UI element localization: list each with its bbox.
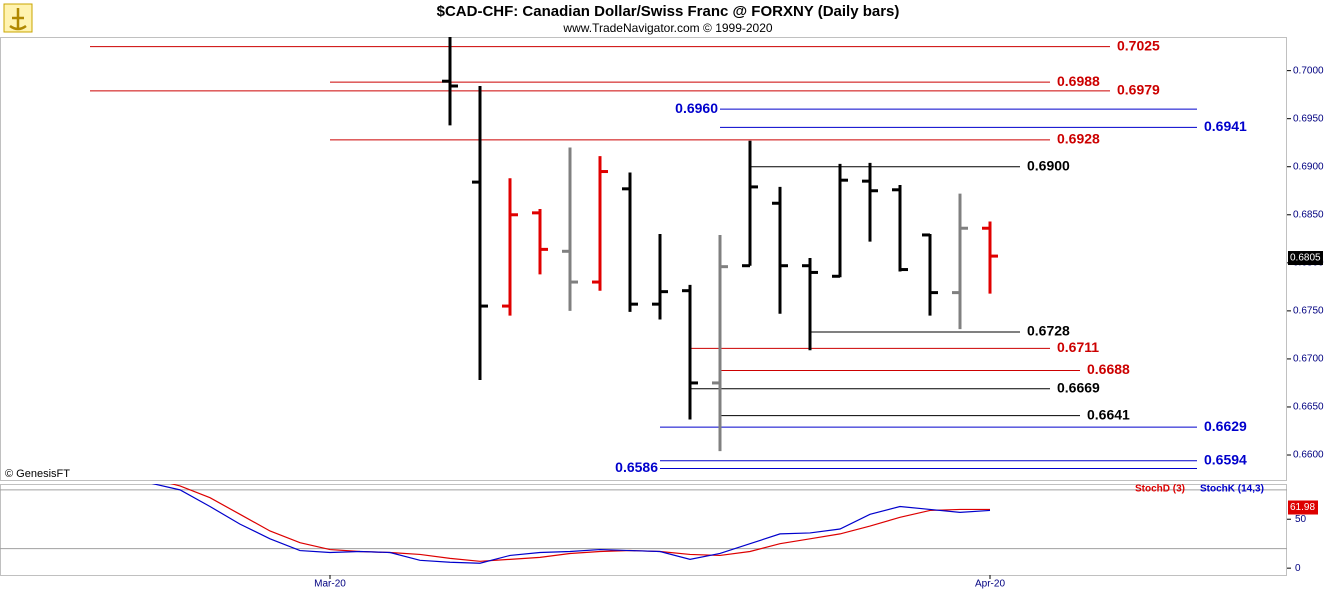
level-label: 0.6586 — [615, 459, 658, 475]
y2-tick-label: 0 — [1295, 563, 1301, 574]
level-label: 0.7025 — [1117, 37, 1160, 53]
level-label: 0.6988 — [1057, 73, 1100, 89]
y-tick-label: 0.6950 — [1293, 113, 1324, 124]
y-tick-label: 0.7000 — [1293, 65, 1324, 76]
last-value-box — [1288, 500, 1318, 515]
level-label: 0.6900 — [1027, 157, 1070, 173]
level-label: 0.6641 — [1087, 406, 1130, 422]
price-panel — [90, 37, 1197, 469]
level-label: 0.6629 — [1204, 418, 1247, 434]
stochastic-panel — [0, 484, 1287, 564]
y-tick-label: 0.6750 — [1293, 306, 1324, 317]
last-price-label: 0.6805 — [1290, 253, 1321, 264]
chart-title: $CAD-CHF: Canadian Dollar/Swiss Franc @ … — [437, 3, 900, 20]
plot-frame — [0, 37, 1287, 481]
level-label: 0.6941 — [1204, 118, 1247, 134]
y-tick-label: 0.6850 — [1293, 209, 1324, 220]
legend-entry: StochD (3) — [1135, 484, 1185, 495]
logo — [3, 3, 33, 33]
level-label: 0.6688 — [1087, 361, 1130, 377]
y-tick-label: 0.6700 — [1293, 354, 1324, 365]
level-label: 0.6669 — [1057, 379, 1100, 395]
chart-subtitle: www.TradeNavigator.com © 1999-2020 — [562, 21, 772, 35]
legend-entry: StochK (14,3) — [1200, 484, 1264, 495]
y-tick-label: 0.6600 — [1293, 450, 1324, 461]
last-price-box — [1288, 251, 1323, 266]
level-label: 0.6711 — [1057, 339, 1099, 355]
last-value-label: 61.98 — [1290, 502, 1315, 513]
level-label: 0.6594 — [1204, 451, 1247, 467]
y-tick-label: 0.6900 — [1293, 161, 1324, 172]
y-tick-label: 0.6650 — [1293, 402, 1324, 413]
x-tick-label: Mar-20 — [314, 579, 346, 590]
y2-tick-label: 50 — [1295, 514, 1307, 525]
stoch-line — [151, 484, 991, 564]
level-label: 0.6928 — [1057, 131, 1100, 147]
level-label: 0.6728 — [1027, 323, 1070, 339]
sub-plot-frame — [0, 484, 1287, 576]
axes: 0.66000.66500.67000.67500.68000.68500.69… — [314, 37, 1324, 589]
level-label: 0.6960 — [675, 100, 718, 116]
x-tick-label: Apr-20 — [975, 579, 1005, 590]
stoch-line — [170, 484, 990, 562]
level-label: 0.6979 — [1117, 82, 1160, 98]
credit: © GenesisFT — [5, 468, 70, 480]
